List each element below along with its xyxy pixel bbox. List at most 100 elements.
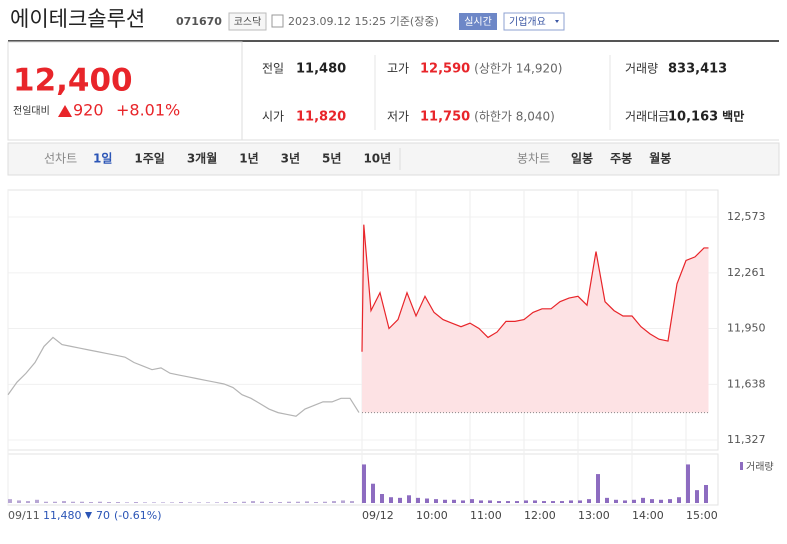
quote-value: 10,163 xyxy=(668,110,718,125)
y-tick-label: 11,327 xyxy=(727,433,766,446)
volume-bar xyxy=(443,499,447,503)
tab[interactable]: 3년 xyxy=(281,152,300,166)
x-tick-label: 14:00 xyxy=(632,509,664,522)
tab-label: 봉차트 xyxy=(517,152,550,166)
volume-bar xyxy=(287,501,291,503)
volume-bar xyxy=(224,502,228,503)
volume-bar xyxy=(380,494,384,503)
volume-bar xyxy=(452,499,456,503)
volume-bar xyxy=(560,501,564,503)
volume-bar xyxy=(461,500,465,503)
volume-bar xyxy=(161,502,165,503)
x-tick-label: 10:00 xyxy=(416,509,448,522)
volume-bar xyxy=(89,502,93,503)
company[interactable]: 기업개요 xyxy=(509,15,546,28)
volume-bar xyxy=(206,502,210,503)
price: 12,400 xyxy=(13,63,133,99)
volume-bar xyxy=(677,497,681,503)
volume-bar xyxy=(398,497,402,503)
volume-bar xyxy=(134,502,138,503)
volume-bar xyxy=(416,497,420,503)
volume-bar xyxy=(26,501,30,503)
quote-label: 거래량 xyxy=(625,62,658,76)
footer-date: 09/11 xyxy=(8,509,40,522)
quote-label: 저가 xyxy=(387,110,409,124)
footer-price: 11,480 xyxy=(43,509,82,522)
volume-bar xyxy=(542,501,546,503)
x-tick-label: 09/12 xyxy=(362,509,394,522)
calendar-icon xyxy=(271,14,284,28)
realtime[interactable]: 실시간 xyxy=(464,16,492,28)
x-tick-label: 11:00 xyxy=(470,509,502,522)
volume-bar xyxy=(71,501,75,503)
volume-bar xyxy=(371,483,375,503)
quote-label: 고가 xyxy=(387,62,409,76)
volume-bar xyxy=(686,464,690,503)
volume-bar xyxy=(35,499,39,503)
y-tick-label: 11,950 xyxy=(727,322,766,335)
tab[interactable]: 3개월 xyxy=(187,151,217,166)
dropdown-arrow xyxy=(555,20,559,23)
code: 071670 xyxy=(176,15,222,28)
quote-value: 12,590 xyxy=(420,62,470,77)
volume-bar xyxy=(434,499,438,503)
volume-bar xyxy=(170,502,174,503)
company-button[interactable] xyxy=(503,12,565,31)
change-label: 전일대비 xyxy=(13,105,50,117)
realtime-badge[interactable] xyxy=(459,13,497,30)
volume-bar xyxy=(44,501,48,503)
volume-bar xyxy=(668,499,672,503)
tab[interactable]: 10년 xyxy=(363,152,391,166)
tab[interactable]: 5년 xyxy=(322,152,341,166)
change: 920 xyxy=(73,101,104,120)
volume-bar xyxy=(407,495,411,503)
volume-bar xyxy=(197,502,201,503)
volume-bar xyxy=(659,499,663,503)
volume-bar xyxy=(188,502,192,503)
volume-bar xyxy=(305,501,309,503)
quote-label: 전일 xyxy=(262,62,284,76)
volume-bar xyxy=(62,501,66,503)
volume-bar xyxy=(650,499,654,503)
tab[interactable]: 주봉 xyxy=(610,152,632,166)
volume-bar xyxy=(389,497,393,503)
volume-bar xyxy=(578,500,582,503)
tab[interactable]: 1년 xyxy=(239,152,258,166)
volume-bar xyxy=(314,502,318,503)
volume-bar xyxy=(569,500,573,503)
x-tick-label: 12:00 xyxy=(524,509,556,522)
timestamp: 2023.09.12 15:25 기준(장중) xyxy=(288,15,439,28)
volume-bar xyxy=(8,499,12,503)
x-tick-label: 15:00 xyxy=(686,509,718,522)
legend-swatch xyxy=(740,462,743,470)
volume-bar xyxy=(323,501,327,503)
volume-bar xyxy=(152,502,156,503)
legend-label: 거래량 xyxy=(746,461,774,473)
area-fill xyxy=(362,224,709,413)
quote-label: 시가 xyxy=(262,110,284,124)
tab[interactable]: 1일 xyxy=(93,152,112,166)
quote-extra: (하한가 8,040) xyxy=(474,110,555,124)
tab[interactable]: 일봉 xyxy=(571,152,593,166)
volume-bar xyxy=(53,501,57,503)
volume-bar xyxy=(614,499,618,503)
tab[interactable]: 1주일 xyxy=(134,152,164,166)
footer-rate: (-0.61%) xyxy=(114,509,162,522)
tab[interactable]: 월봉 xyxy=(649,151,671,166)
volume-bar xyxy=(587,499,591,503)
volume-bar xyxy=(233,502,237,503)
volume-bar xyxy=(425,498,429,503)
volume-bar xyxy=(341,500,345,503)
title: 에이테크솔루션 xyxy=(10,7,145,31)
price-box xyxy=(7,41,243,141)
volume-bar xyxy=(278,502,282,503)
down-arrow xyxy=(85,512,92,519)
quote-value: 11,750 xyxy=(420,110,470,125)
quote-value: 11,820 xyxy=(296,110,346,125)
volume-bar xyxy=(332,501,336,503)
price-line xyxy=(7,336,360,417)
volume-bar xyxy=(641,497,645,503)
volume-bar xyxy=(488,500,492,503)
volume-bar xyxy=(80,501,84,503)
